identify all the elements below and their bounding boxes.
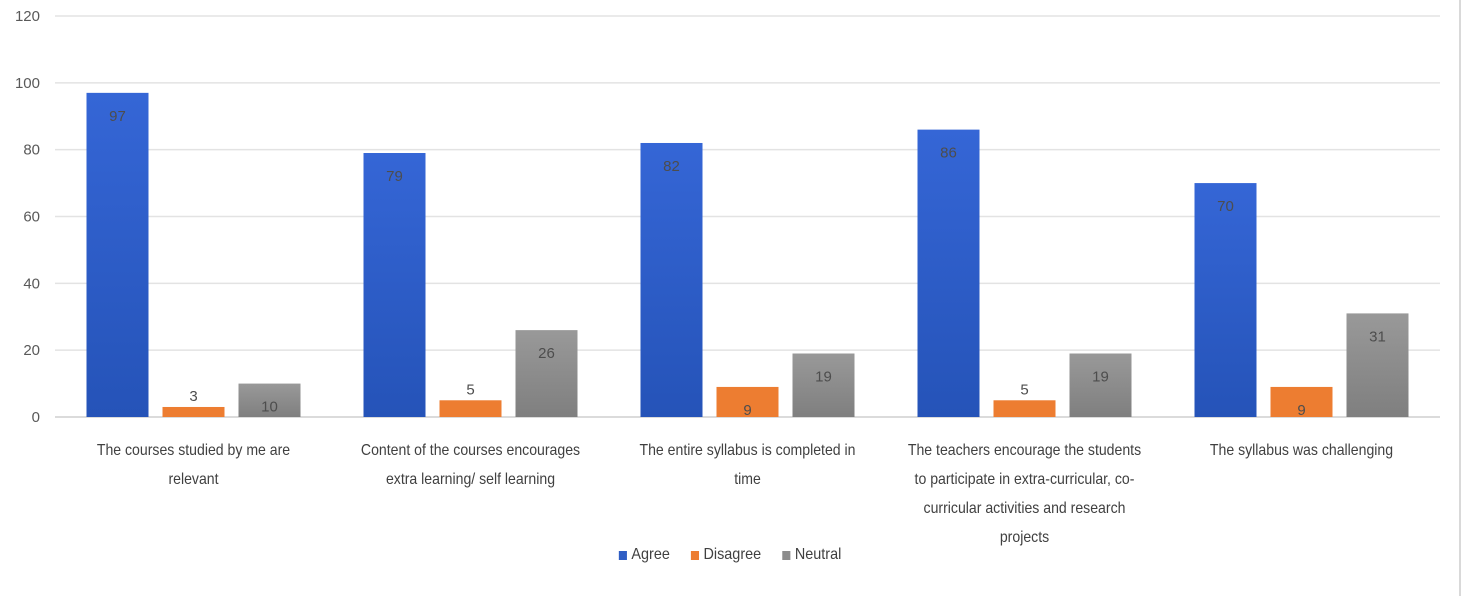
bar-disagree [993,400,1056,417]
data-label: 5 [466,381,474,398]
legend-swatch [619,550,628,560]
category-label: The courses studied by me are relevant [96,442,291,488]
bar-disagree [1270,386,1333,417]
grid-lines [55,15,1440,418]
category-label: The entire syllabus is completed in time [639,442,856,488]
y-tick-label: 20 [23,342,40,359]
category-label: Content of the courses encourages extra … [360,442,581,488]
legend: Agree Disagree Neutral [0,546,1461,564]
data-label: 3 [189,388,197,405]
y-axis-ticks: 0 20 40 60 80 100 120 [15,8,40,426]
y-tick-label: 0 [32,409,40,426]
data-label: 19 [815,369,832,386]
data-label: 86 [940,145,957,162]
bar-disagree [162,406,225,417]
data-label: 31 [1369,328,1386,345]
data-label: 79 [386,168,403,185]
legend-label: Agree [631,546,671,563]
bar-agree [86,92,149,417]
data-label: 9 [1297,402,1305,419]
y-tick-label: 80 [23,142,40,159]
data-label: 70 [1217,198,1234,215]
category-label: The syllabus was challenging [1209,442,1394,459]
legend-label: Neutral [794,546,842,563]
y-tick-label: 120 [15,8,40,25]
data-label: 97 [109,108,126,125]
legend-swatch [690,550,700,560]
bar-agree [640,142,703,417]
bar-neutral [1346,313,1409,417]
y-tick-label: 40 [23,275,40,292]
category-label: The teachers encourage the students to p… [907,442,1142,546]
legend-label: Disagree [703,546,762,563]
data-label: 19 [1092,369,1109,386]
bar-disagree [439,400,502,417]
bar-disagree [716,386,779,417]
data-label: 10 [261,399,278,416]
bar-neutral [515,330,578,417]
legend-item-disagree: Disagree [690,546,762,564]
data-label: 82 [663,158,680,175]
y-tick-label: 100 [15,75,40,92]
bar-neutral [238,383,301,417]
data-labels: 97 3 10 79 5 26 82 9 19 86 5 19 70 9 31 [109,108,1386,419]
legend-item-agree: Agree [619,546,670,564]
bars [86,92,1409,417]
bar-neutral [1069,353,1132,417]
data-label: 26 [538,345,555,362]
y-tick-label: 60 [23,209,40,226]
bar-agree [363,153,426,417]
bar-neutral [792,353,855,417]
legend-item-neutral: Neutral [782,546,841,564]
legend-swatch [782,550,791,560]
data-label: 9 [743,402,751,419]
data-label: 5 [1020,381,1028,398]
bar-agree [917,129,980,417]
bar-agree [1194,183,1257,417]
